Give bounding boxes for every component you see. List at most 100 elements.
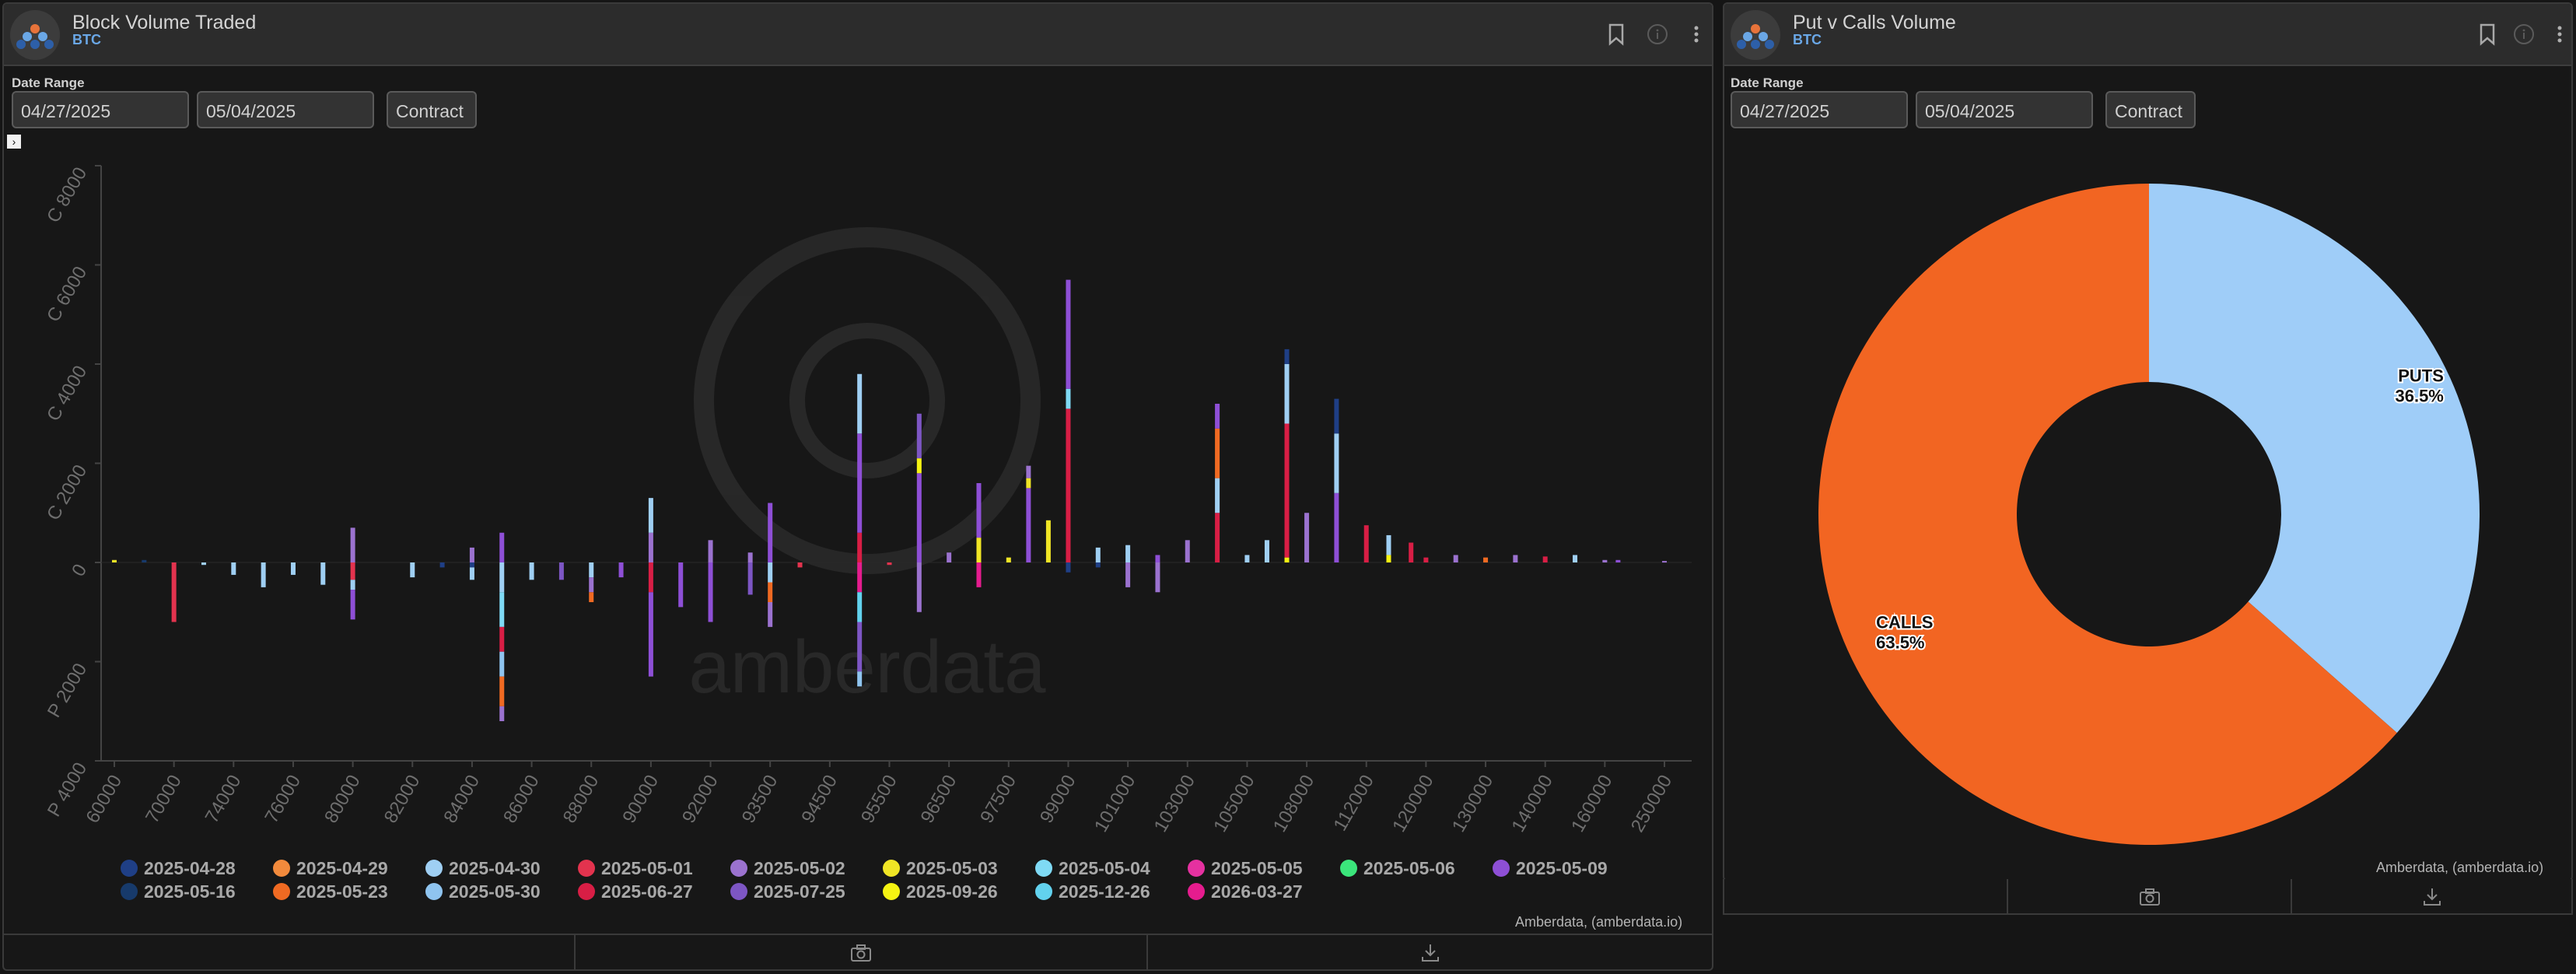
bar-segment[interactable]: [976, 483, 982, 538]
bar-segment[interactable]: [1125, 545, 1131, 562]
kebab-menu-icon[interactable]: [1684, 23, 1709, 49]
legend-item[interactable]: 2025-12-26: [1035, 881, 1150, 902]
bar-segment[interactable]: [648, 498, 653, 533]
bar-segment[interactable]: [1513, 555, 1518, 562]
bookmark-icon[interactable]: [2475, 23, 2500, 49]
screenshot-button[interactable]: [2008, 879, 2292, 915]
bar-segment[interactable]: [1185, 540, 1190, 562]
bar-segment[interactable]: [708, 540, 713, 562]
bar-segment[interactable]: [916, 458, 922, 474]
kebab-menu-icon[interactable]: [2547, 23, 2571, 49]
bar-segment[interactable]: [1662, 561, 1667, 563]
bar-segment[interactable]: [1284, 349, 1290, 364]
legend-item[interactable]: 2025-09-26: [883, 881, 998, 902]
info-icon[interactable]: [1645, 23, 1670, 49]
bar-segment[interactable]: [1284, 364, 1290, 424]
bar-segment[interactable]: [678, 562, 684, 608]
bar-segment[interactable]: [1386, 534, 1391, 555]
bar-segment[interactable]: [1304, 513, 1310, 562]
legend-item[interactable]: 2025-04-28: [121, 858, 236, 879]
bar-segment[interactable]: [887, 562, 892, 566]
bar-segment[interactable]: [797, 562, 803, 568]
legend-item[interactable]: 2025-05-01: [578, 858, 693, 879]
bar-segment[interactable]: [1264, 540, 1269, 562]
download-button[interactable]: [2292, 879, 2571, 915]
bar-segment[interactable]: [350, 580, 355, 590]
bar-segment[interactable]: [1026, 488, 1031, 562]
bar-segment[interactable]: [142, 559, 147, 562]
bar-segment[interactable]: [1066, 388, 1071, 409]
bar-segment[interactable]: [976, 538, 982, 562]
bar-segment[interactable]: [1284, 423, 1290, 558]
info-icon[interactable]: [2511, 23, 2536, 49]
legend-item[interactable]: 2025-05-04: [1035, 858, 1150, 879]
bar-segment[interactable]: [1409, 542, 1414, 563]
bar-segment[interactable]: [916, 473, 922, 562]
bar-segment[interactable]: [499, 676, 505, 706]
end-date-field[interactable]: 05/04/2025: [197, 91, 374, 128]
bar-segment[interactable]: [558, 562, 564, 580]
bar-segment[interactable]: [1386, 555, 1391, 562]
bar-segment[interactable]: [1026, 465, 1031, 478]
bar-segment[interactable]: [469, 547, 474, 562]
bar-segment[interactable]: [857, 433, 863, 533]
screenshot-button[interactable]: [576, 935, 1148, 969]
bar-segment[interactable]: [499, 626, 505, 652]
start-date-field[interactable]: 04/27/2025: [1731, 91, 1908, 128]
bar-segment[interactable]: [1066, 279, 1071, 389]
legend-item[interactable]: 2025-05-06: [1340, 858, 1455, 879]
bar-segment[interactable]: [1155, 555, 1160, 562]
bar-segment[interactable]: [1026, 478, 1031, 489]
bar-segment[interactable]: [1066, 562, 1071, 573]
bar-segment[interactable]: [1155, 562, 1160, 593]
bar-segment[interactable]: [747, 552, 753, 562]
expand-chevron-icon[interactable]: ›: [7, 135, 21, 149]
bar-segment[interactable]: [589, 592, 594, 602]
bar-segment[interactable]: [857, 532, 863, 562]
bar-segment[interactable]: [618, 562, 624, 578]
bookmark-icon[interactable]: [1604, 23, 1629, 49]
bar-segment[interactable]: [469, 567, 474, 580]
bar-segment[interactable]: [1573, 555, 1578, 562]
legend-item[interactable]: 2025-05-03: [883, 858, 998, 879]
bar-segment[interactable]: [648, 532, 653, 562]
bar-segment[interactable]: [857, 622, 863, 672]
bar-segment[interactable]: [499, 592, 505, 627]
bar-segment[interactable]: [1066, 408, 1071, 562]
bar-segment[interactable]: [708, 562, 713, 622]
bar-segment[interactable]: [768, 602, 773, 627]
pie-slice[interactable]: [2149, 184, 2480, 734]
bar-segment[interactable]: [857, 671, 863, 687]
bar-segment[interactable]: [1244, 555, 1250, 562]
bar-segment[interactable]: [1602, 559, 1608, 562]
bar-segment[interactable]: [1095, 547, 1101, 562]
bar-segment[interactable]: [768, 503, 773, 563]
bar-segment[interactable]: [768, 562, 773, 583]
bar-segment[interactable]: [976, 562, 982, 587]
bar-segment[interactable]: [1334, 433, 1339, 493]
pie-slice[interactable]: [1818, 184, 2397, 845]
bar-segment[interactable]: [768, 582, 773, 603]
legend-item[interactable]: 2025-05-09: [1493, 858, 1608, 879]
legend-item[interactable]: 2025-04-29: [273, 858, 388, 879]
bar-segment[interactable]: [1453, 555, 1458, 562]
download-button[interactable]: [1148, 935, 1712, 969]
contract-button[interactable]: Contract: [2105, 91, 2196, 128]
legend-item[interactable]: 2025-04-30: [425, 858, 541, 879]
bar-segment[interactable]: [1483, 557, 1489, 562]
legend-item[interactable]: 2025-05-23: [273, 881, 388, 902]
bar-segment[interactable]: [1334, 492, 1339, 562]
bar-segment[interactable]: [529, 562, 534, 580]
bar-segment[interactable]: [1215, 404, 1220, 429]
bar-segment[interactable]: [857, 592, 863, 622]
bar-segment[interactable]: [320, 562, 326, 585]
legend-item[interactable]: 2025-07-25: [730, 881, 845, 902]
bar-segment[interactable]: [499, 532, 505, 562]
bar-segment[interactable]: [112, 559, 117, 562]
bar-segment[interactable]: [1095, 562, 1101, 568]
bar-segment[interactable]: [1363, 525, 1369, 562]
contract-button[interactable]: Contract: [387, 91, 477, 128]
end-date-field[interactable]: 05/04/2025: [1916, 91, 2093, 128]
bar-segment[interactable]: [499, 562, 505, 593]
bar-segment[interactable]: [499, 651, 505, 677]
